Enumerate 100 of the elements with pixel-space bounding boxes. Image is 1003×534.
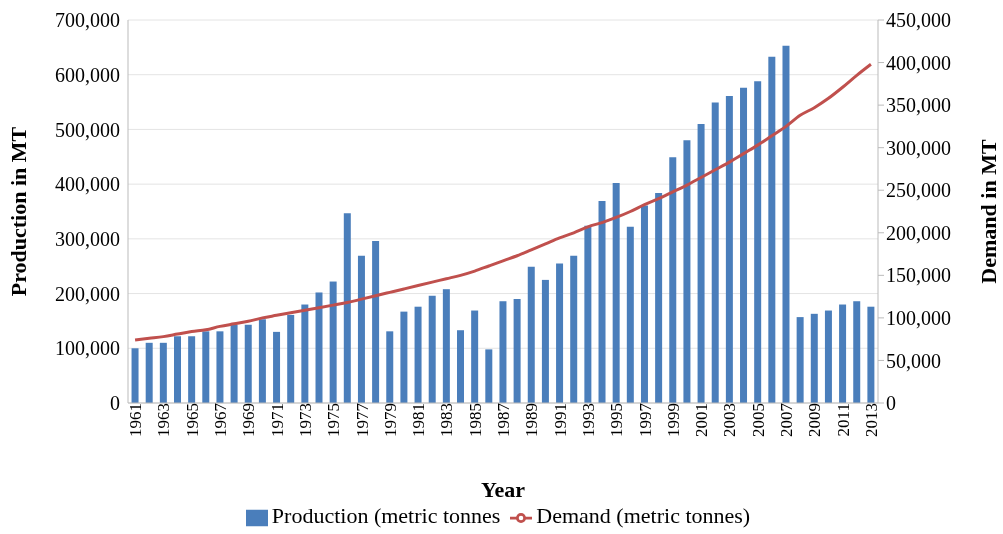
- bar: [768, 56, 776, 403]
- bar: [216, 331, 224, 403]
- bar: [839, 304, 847, 403]
- x-tick-label: 1975: [324, 403, 344, 437]
- bar: [485, 349, 493, 403]
- y2-tick-label: 300,000: [886, 136, 951, 159]
- x-tick-label: 1963: [154, 403, 174, 437]
- y2-tick-label: 350,000: [886, 94, 951, 117]
- x-axis-title: Year: [481, 477, 526, 502]
- bar: [230, 324, 238, 403]
- bar: [357, 255, 365, 403]
- bar: [400, 311, 408, 403]
- x-tick-label: 1989: [522, 403, 542, 437]
- bar: [584, 225, 592, 403]
- bar: [428, 295, 436, 403]
- bar: [273, 331, 281, 403]
- bar: [471, 310, 479, 403]
- y2-tick-label: 100,000: [886, 306, 951, 329]
- bar: [853, 301, 861, 403]
- y2-tick-label: 250,000: [886, 179, 951, 202]
- x-tick-label: 1977: [352, 402, 372, 437]
- bar: [527, 266, 535, 403]
- x-tick-label: 2009: [805, 403, 825, 437]
- bar: [640, 205, 648, 403]
- bar: [442, 289, 450, 403]
- bar: [343, 213, 351, 403]
- bar: [612, 183, 620, 403]
- y-tick-label: 100,000: [55, 337, 120, 360]
- bar: [626, 226, 634, 403]
- y-tick-label: 300,000: [55, 227, 120, 250]
- y-tick-label: 400,000: [55, 173, 120, 196]
- bar: [782, 45, 790, 403]
- bar: [315, 292, 323, 403]
- x-tick-label: 1965: [182, 403, 202, 437]
- bar: [824, 310, 832, 403]
- x-tick-label: 1983: [437, 403, 457, 437]
- bar: [669, 157, 677, 403]
- bar: [287, 314, 295, 403]
- bar: [598, 201, 606, 403]
- x-tick-label: 1981: [409, 403, 429, 437]
- y2-tick-label: 400,000: [886, 51, 951, 74]
- y-axis-title: Production in MT: [5, 126, 31, 297]
- x-tick-label: 1987: [494, 402, 514, 437]
- bar: [754, 81, 762, 403]
- bar: [655, 192, 663, 403]
- x-tick-label: 1961: [126, 403, 146, 437]
- y2-axis-title: Demand in MT: [975, 139, 1001, 284]
- y-tick-label: 500,000: [55, 118, 120, 141]
- y-tick-label: 700,000: [55, 9, 120, 32]
- bar: [301, 304, 309, 403]
- x-tick-label: 1967: [211, 402, 231, 437]
- x-tick-label: 2011: [833, 403, 853, 437]
- bar: [329, 281, 337, 403]
- x-tick-label: 2001: [692, 403, 712, 437]
- bar: [541, 279, 549, 403]
- x-tick-label: 1999: [663, 403, 683, 437]
- x-tick-label: 1973: [295, 403, 315, 437]
- y-tick-label: 200,000: [55, 282, 120, 305]
- legend-label: Demand (metric tonnes): [536, 503, 751, 528]
- y-tick-label: 0: [110, 392, 120, 415]
- y2-tick-label: 200,000: [886, 221, 951, 244]
- x-tick-label: 2007: [777, 402, 797, 437]
- bar: [188, 336, 196, 403]
- bar: [725, 96, 733, 403]
- y2-tick-label: 150,000: [886, 264, 951, 287]
- bar: [556, 263, 564, 403]
- x-tick-label: 1971: [267, 403, 287, 437]
- x-tick-label: 2013: [861, 403, 881, 437]
- bar: [386, 331, 394, 403]
- y-tick-label: 600,000: [55, 63, 120, 86]
- bar: [740, 87, 748, 403]
- x-tick-label: 1993: [578, 403, 598, 437]
- x-tick-label: 1985: [465, 403, 485, 437]
- x-tick-label: 1997: [635, 402, 655, 437]
- bar: [414, 306, 422, 403]
- bar: [131, 348, 139, 403]
- line-series: [133, 62, 873, 342]
- bar: [457, 330, 465, 403]
- bar: [711, 102, 719, 403]
- bar: [499, 301, 507, 403]
- bar: [258, 319, 266, 403]
- x-tick-label: 1995: [607, 403, 627, 437]
- bar: [145, 342, 153, 403]
- bar: [244, 324, 252, 403]
- y2-tick-label: 50,000: [886, 349, 941, 372]
- y2-tick-label: 0: [886, 392, 896, 415]
- bar: [513, 299, 521, 403]
- bar: [867, 306, 875, 403]
- x-tick-label: 2005: [748, 403, 768, 437]
- bar: [372, 241, 380, 403]
- bar: [796, 317, 804, 403]
- y2-tick-label: 450,000: [886, 9, 951, 32]
- bar: [810, 313, 818, 403]
- legend-label: Production (metric tonnes: [271, 503, 501, 528]
- bar: [159, 342, 167, 403]
- bar: [202, 331, 210, 403]
- bar: [697, 123, 705, 403]
- bar: [683, 140, 691, 403]
- x-tick-label: 1979: [380, 403, 400, 437]
- x-tick-label: 1969: [239, 403, 259, 437]
